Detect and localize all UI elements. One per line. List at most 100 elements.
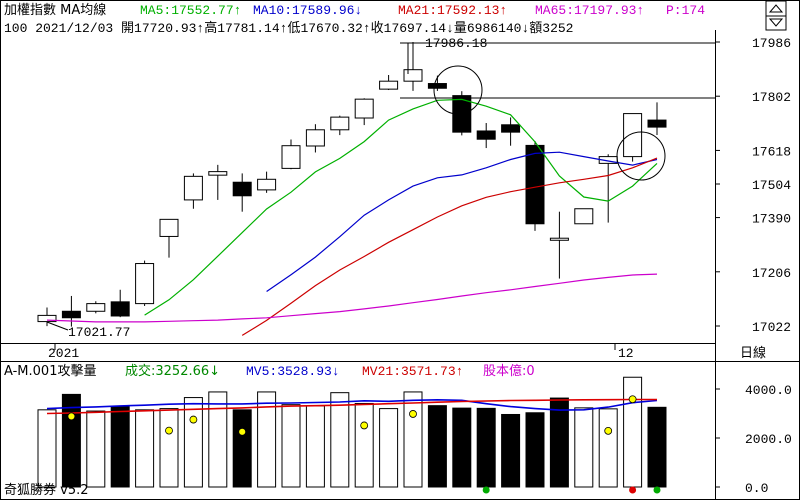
- candle: [476, 123, 496, 149]
- x-label-month: 12: [618, 346, 634, 361]
- volume-bar: [574, 407, 594, 488]
- volume-marker-yellow: [67, 412, 76, 421]
- volume-marker-yellow: [189, 415, 198, 424]
- candle: [330, 115, 350, 136]
- candle: [598, 154, 618, 223]
- volume-bar: [354, 402, 374, 488]
- ma-line-ma5: [144, 98, 658, 316]
- price-tick-label: 17390: [752, 212, 791, 227]
- volume-bars: [37, 376, 667, 488]
- volume-marker-red: [629, 486, 637, 494]
- candle: [208, 164, 228, 200]
- highlight-circle: [433, 65, 483, 115]
- ma-line-ma21: [241, 157, 658, 336]
- volume-bar: [549, 397, 569, 488]
- volume-bar: [623, 376, 643, 488]
- share-label: 股本億:0: [483, 363, 535, 379]
- volume-bar: [281, 404, 301, 488]
- volume-bar: [159, 408, 179, 488]
- volume-tick-label: 4000.0: [745, 383, 792, 398]
- volume-bar: [135, 409, 155, 488]
- brand-label: 奇狐勝券 v5.2: [4, 482, 89, 498]
- volume-bar: [61, 393, 81, 488]
- candle: [549, 211, 569, 279]
- candle: [61, 295, 81, 327]
- mv5-label: MV5:3528.93↓: [246, 364, 340, 379]
- candle: [354, 98, 374, 126]
- ma65-label: MA65:17197.93↑: [535, 3, 644, 18]
- volume-bar: [476, 407, 496, 488]
- volume-tick-label: 2000.0: [745, 432, 792, 447]
- ma-line-ma10: [266, 151, 658, 292]
- volume-bar: [208, 391, 228, 488]
- volume-marker-green: [653, 486, 661, 494]
- candle: [623, 113, 643, 162]
- candle: [37, 307, 57, 327]
- high-mark-label: 17986.18: [425, 36, 487, 51]
- candle: [135, 260, 155, 306]
- price-tick-label: 17504: [752, 178, 791, 193]
- moving-average-lines: [46, 98, 658, 336]
- candlesticks: [37, 41, 667, 327]
- candle: [257, 171, 277, 193]
- volume-bar: [37, 409, 57, 488]
- volume-marker-green: [482, 486, 490, 494]
- candle: [305, 124, 325, 153]
- ma21-label: MA21:17592.13↑: [398, 3, 507, 18]
- quote-line: 100 2021/12/03 開17720.93↑高17781.14↑低1767…: [4, 20, 573, 36]
- ma-line-ma65: [46, 273, 658, 323]
- volume-bar: [110, 406, 130, 488]
- price-axis: 17986 17802 17618 17504 17390 17206 17022: [715, 36, 791, 335]
- volume-marker-yellow: [165, 426, 173, 435]
- volume-marker-yellow: [360, 421, 369, 430]
- high-annotation: 17986.18: [400, 36, 715, 74]
- chevron-up-icon: [768, 4, 784, 13]
- volume-line-mv5: [46, 398, 658, 411]
- period-label: 日線: [740, 345, 766, 361]
- volume-tick-label: 0.0: [745, 481, 768, 496]
- volume-bar: [452, 407, 472, 488]
- volume-marker-yellow: [604, 426, 613, 435]
- candle: [159, 218, 179, 258]
- candle: [574, 208, 594, 225]
- candle: [110, 289, 130, 318]
- candle: [232, 173, 252, 212]
- volume-bar: [183, 397, 203, 488]
- price-tick-label: 17618: [752, 144, 791, 159]
- volume-bar: [330, 392, 350, 488]
- scroll-down-button[interactable]: [765, 15, 787, 31]
- volume-markers: [67, 395, 661, 494]
- volume-bar: [257, 391, 277, 488]
- volume-average-lines: [46, 398, 658, 415]
- price-tick-label: 17206: [752, 266, 791, 281]
- volume-marker-yellow: [628, 395, 637, 404]
- mv21-label: MV21:3571.73↑: [362, 364, 463, 379]
- candle: [183, 173, 203, 209]
- low-mark-label: 17021.77: [68, 325, 130, 340]
- highlight-circle: [616, 131, 666, 181]
- volume-bar: [647, 406, 667, 488]
- price-tick-label: 17986: [752, 36, 791, 51]
- volume-amount: 成交:3252.66↓: [125, 363, 220, 379]
- volume-bar: [379, 408, 399, 488]
- volume-line-mv21: [46, 398, 657, 415]
- volume-bar: [598, 408, 618, 488]
- candle: [281, 139, 301, 170]
- volume-bar: [403, 391, 423, 488]
- candle: [525, 140, 545, 231]
- candle: [647, 102, 667, 136]
- ma10-label: MA10:17589.96↓: [253, 3, 362, 18]
- low-annotation: 17021.77: [46, 321, 130, 340]
- ma5-label: MA5:17552.77↑: [140, 3, 241, 18]
- volume-bar: [525, 412, 545, 488]
- candle: [379, 74, 399, 91]
- p-label: P:174: [666, 3, 705, 18]
- volume-bar: [86, 410, 106, 488]
- candle: [501, 117, 521, 146]
- volume-bar: [305, 405, 325, 488]
- x-label-year: 2021: [48, 346, 79, 361]
- price-tick-label: 17802: [752, 90, 791, 105]
- scroll-up-button[interactable]: [765, 0, 787, 17]
